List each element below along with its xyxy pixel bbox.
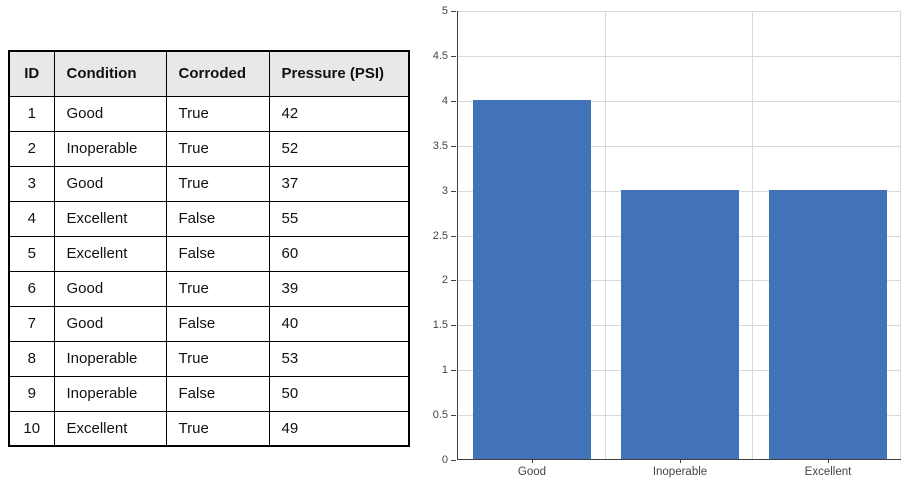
cell-pressure: 40 [268, 305, 410, 342]
table-row: 8 Inoperable True 53 [8, 340, 410, 377]
y-tick-label: 1.5 [432, 319, 448, 332]
table-row: 1 Good True 42 [8, 95, 410, 132]
cell-corroded: True [165, 165, 270, 202]
x-category-label: Inoperable [652, 466, 708, 478]
x-axis-tick [680, 459, 681, 463]
condition-bar-chart: Good Inoperable Excellent 0 0.5 1 1.5 2 2.5 3 3.5… [433, 5, 901, 478]
y-tick-label: 0 [441, 454, 448, 466]
x-axis-tick [532, 459, 533, 463]
cell-corroded: True [165, 410, 270, 447]
y-tick-label: 4.5 [432, 49, 448, 62]
cell-pressure: 49 [268, 410, 410, 447]
y-tick-label: 2.5 [432, 229, 448, 242]
cell-condition: Excellent [53, 200, 167, 237]
h-gridline [458, 55, 901, 57]
cell-condition: Inoperable [53, 130, 167, 167]
cell-id: 9 [8, 375, 55, 412]
cell-condition: Excellent [53, 410, 167, 447]
cell-pressure: 42 [268, 95, 410, 132]
h-gridline [458, 11, 901, 12]
column-header-condition: Condition [53, 50, 167, 97]
chart-plot-area: Good Inoperable Excellent [451, 11, 901, 478]
y-axis-tick [451, 415, 456, 417]
cell-corroded: False [165, 200, 270, 237]
x-category-label: Excellent [804, 466, 852, 478]
y-tick-label: 4 [441, 94, 448, 107]
cell-condition: Good [53, 270, 167, 307]
v-gridline [900, 11, 901, 459]
cell-id: 7 [8, 305, 55, 342]
y-axis-tick [451, 190, 456, 192]
y-axis-tick [451, 145, 456, 147]
table-header-row: ID Condition Corroded Pressure (PSI) [8, 50, 410, 97]
y-axis-tick [451, 100, 456, 102]
cell-id: 6 [8, 270, 55, 307]
y-tick-label: 1 [441, 364, 448, 377]
y-axis-tick [451, 370, 456, 372]
y-axis-tick [451, 55, 456, 57]
cell-id: 8 [8, 340, 55, 377]
cell-id: 1 [8, 95, 55, 132]
table-row: 5 Excellent False 60 [8, 235, 410, 272]
x-category-label: Good [517, 466, 547, 478]
table-row: 7 Good False 40 [8, 305, 410, 342]
cell-pressure: 60 [268, 235, 410, 272]
table-row: 9 Inoperable False 50 [8, 375, 410, 412]
cell-corroded: False [165, 375, 270, 412]
bar [472, 99, 592, 459]
y-axis-tick [451, 235, 456, 237]
v-gridline [604, 11, 606, 459]
table-row: 2 Inoperable True 52 [8, 130, 410, 167]
cell-condition: Excellent [53, 235, 167, 272]
column-header-corroded: Corroded [165, 50, 270, 97]
y-axis-tick [451, 325, 456, 327]
cell-id: 2 [8, 130, 55, 167]
cell-condition: Good [53, 165, 167, 202]
cell-pressure: 52 [268, 130, 410, 167]
cell-id: 10 [8, 410, 55, 447]
cell-pressure: 55 [268, 200, 410, 237]
table-row: 4 Excellent False 55 [8, 200, 410, 237]
h-gridline [458, 145, 901, 147]
y-axis-tick [451, 11, 456, 12]
y-tick-label: 3 [441, 184, 448, 197]
cell-condition: Inoperable [53, 340, 167, 377]
h-gridline [458, 100, 901, 102]
bar [620, 189, 740, 459]
column-header-pressure: Pressure (PSI) [268, 50, 410, 97]
table-row: 10 Excellent True 49 [8, 410, 410, 447]
cell-pressure: 50 [268, 375, 410, 412]
cell-pressure: 39 [268, 270, 410, 307]
y-tick-label: 5 [441, 5, 448, 17]
table-row: 3 Good True 37 [8, 165, 410, 202]
cell-corroded: True [165, 270, 270, 307]
cell-id: 3 [8, 165, 55, 202]
y-axis-tick [451, 460, 456, 461]
bar [768, 189, 888, 459]
cell-condition: Inoperable [53, 375, 167, 412]
y-axis-tick [451, 280, 456, 282]
cell-corroded: False [165, 305, 270, 342]
y-tick-label: 3.5 [432, 139, 448, 152]
cell-corroded: False [165, 235, 270, 272]
x-axis-tick [828, 459, 829, 463]
table-row: 6 Good True 39 [8, 270, 410, 307]
column-header-id: ID [8, 50, 55, 97]
cell-condition: Good [53, 95, 167, 132]
cell-condition: Good [53, 305, 167, 342]
cell-corroded: True [165, 340, 270, 377]
cell-pressure: 53 [268, 340, 410, 377]
cell-corroded: True [165, 130, 270, 167]
cell-id: 4 [8, 200, 55, 237]
y-tick-label: 2 [441, 274, 448, 287]
pipe-data-table: ID Condition Corroded Pressure (PSI) 1 G… [8, 50, 410, 447]
cell-corroded: True [165, 95, 270, 132]
v-gridline [752, 11, 754, 459]
cell-pressure: 37 [268, 165, 410, 202]
cell-id: 5 [8, 235, 55, 272]
y-tick-label: 0.5 [432, 409, 448, 422]
